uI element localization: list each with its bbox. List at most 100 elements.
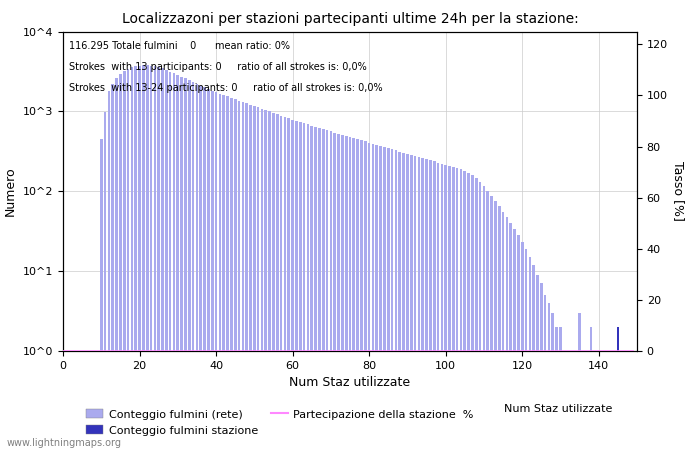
Bar (444, 165, 447, 450)
Bar (310, 126, 313, 450)
Legend: Conteggio fulmini (rete), Conteggio fulmini stazione, Partecipazione della stazi: Conteggio fulmini (rete), Conteggio fulm… (82, 405, 478, 440)
Bar (360, 140, 363, 450)
Bar (617, 327, 620, 450)
Bar (567, 351, 570, 450)
Bar (349, 137, 351, 450)
Bar (288, 118, 290, 450)
Bar (318, 128, 321, 450)
Bar (429, 160, 432, 450)
Bar (299, 122, 302, 450)
Bar (146, 65, 148, 450)
Bar (234, 99, 237, 450)
Bar (326, 130, 328, 450)
Bar (437, 162, 440, 450)
Bar (463, 171, 466, 450)
Bar (417, 157, 420, 450)
Bar (391, 149, 393, 450)
Bar (609, 351, 612, 450)
Bar (482, 186, 485, 450)
Bar (330, 131, 332, 450)
Bar (414, 156, 416, 450)
Bar (490, 196, 493, 450)
Bar (260, 109, 263, 450)
Bar (108, 91, 111, 450)
Bar (353, 138, 355, 450)
Bar (169, 72, 172, 450)
Bar (544, 295, 547, 450)
Bar (280, 116, 283, 450)
Bar (192, 82, 195, 450)
Bar (547, 303, 550, 450)
Bar (272, 113, 275, 450)
Bar (230, 98, 232, 450)
Bar (398, 152, 401, 450)
Text: 116.295 Totale fulmini    0      mean ratio: 0%: 116.295 Totale fulmini 0 mean ratio: 0% (69, 41, 290, 51)
Bar (425, 159, 428, 450)
Bar (138, 66, 141, 450)
X-axis label: Num Staz utilizzate: Num Staz utilizzate (289, 376, 411, 389)
Bar (586, 351, 589, 450)
Y-axis label: Numero: Numero (4, 166, 18, 216)
Y-axis label: Tasso [%]: Tasso [%] (671, 161, 685, 221)
Bar (302, 123, 305, 450)
Bar (181, 77, 183, 450)
Bar (134, 66, 137, 450)
Bar (364, 141, 367, 450)
Bar (184, 78, 187, 450)
Bar (387, 148, 390, 450)
Bar (525, 249, 527, 450)
Bar (395, 150, 398, 450)
Bar (203, 87, 206, 450)
Text: Strokes  with 13 participants: 0     ratio of all strokes is: 0,0%: Strokes with 13 participants: 0 ratio of… (69, 62, 367, 72)
Bar (199, 86, 202, 450)
Bar (475, 178, 477, 450)
Bar (479, 182, 482, 450)
Bar (241, 102, 244, 450)
Bar (440, 164, 443, 450)
Bar (505, 217, 508, 450)
Text: Num Staz utilizzate: Num Staz utilizzate (504, 404, 612, 414)
Bar (589, 327, 592, 450)
Bar (268, 112, 271, 450)
Bar (284, 117, 286, 450)
Bar (142, 65, 145, 450)
Bar (468, 173, 470, 450)
Bar (368, 143, 370, 450)
Bar (223, 95, 225, 450)
Text: Strokes  with 13-24 participants: 0     ratio of all strokes is: 0,0%: Strokes with 13-24 participants: 0 ratio… (69, 83, 382, 93)
Bar (502, 212, 505, 450)
Bar (406, 154, 409, 450)
Bar (555, 327, 558, 450)
Bar (165, 70, 168, 450)
Bar (498, 206, 500, 450)
Bar (337, 134, 340, 450)
Bar (513, 229, 516, 450)
Bar (341, 135, 344, 450)
Bar (176, 75, 179, 450)
Bar (456, 168, 458, 450)
Bar (620, 351, 623, 450)
Bar (188, 80, 190, 450)
Bar (322, 129, 325, 450)
Bar (460, 169, 462, 450)
Bar (130, 67, 133, 450)
Bar (314, 127, 317, 450)
Bar (372, 144, 375, 450)
Bar (540, 284, 542, 450)
Bar (119, 74, 122, 450)
Bar (307, 125, 309, 450)
Bar (153, 66, 156, 450)
Bar (333, 133, 336, 450)
Bar (578, 313, 581, 450)
Bar (127, 69, 130, 450)
Bar (624, 351, 627, 450)
Bar (249, 105, 252, 450)
Bar (421, 158, 424, 450)
Bar (276, 114, 279, 450)
Bar (173, 73, 175, 450)
Bar (383, 147, 386, 450)
Bar (218, 94, 221, 450)
Bar (575, 351, 577, 450)
Bar (116, 78, 118, 450)
Bar (448, 166, 451, 450)
